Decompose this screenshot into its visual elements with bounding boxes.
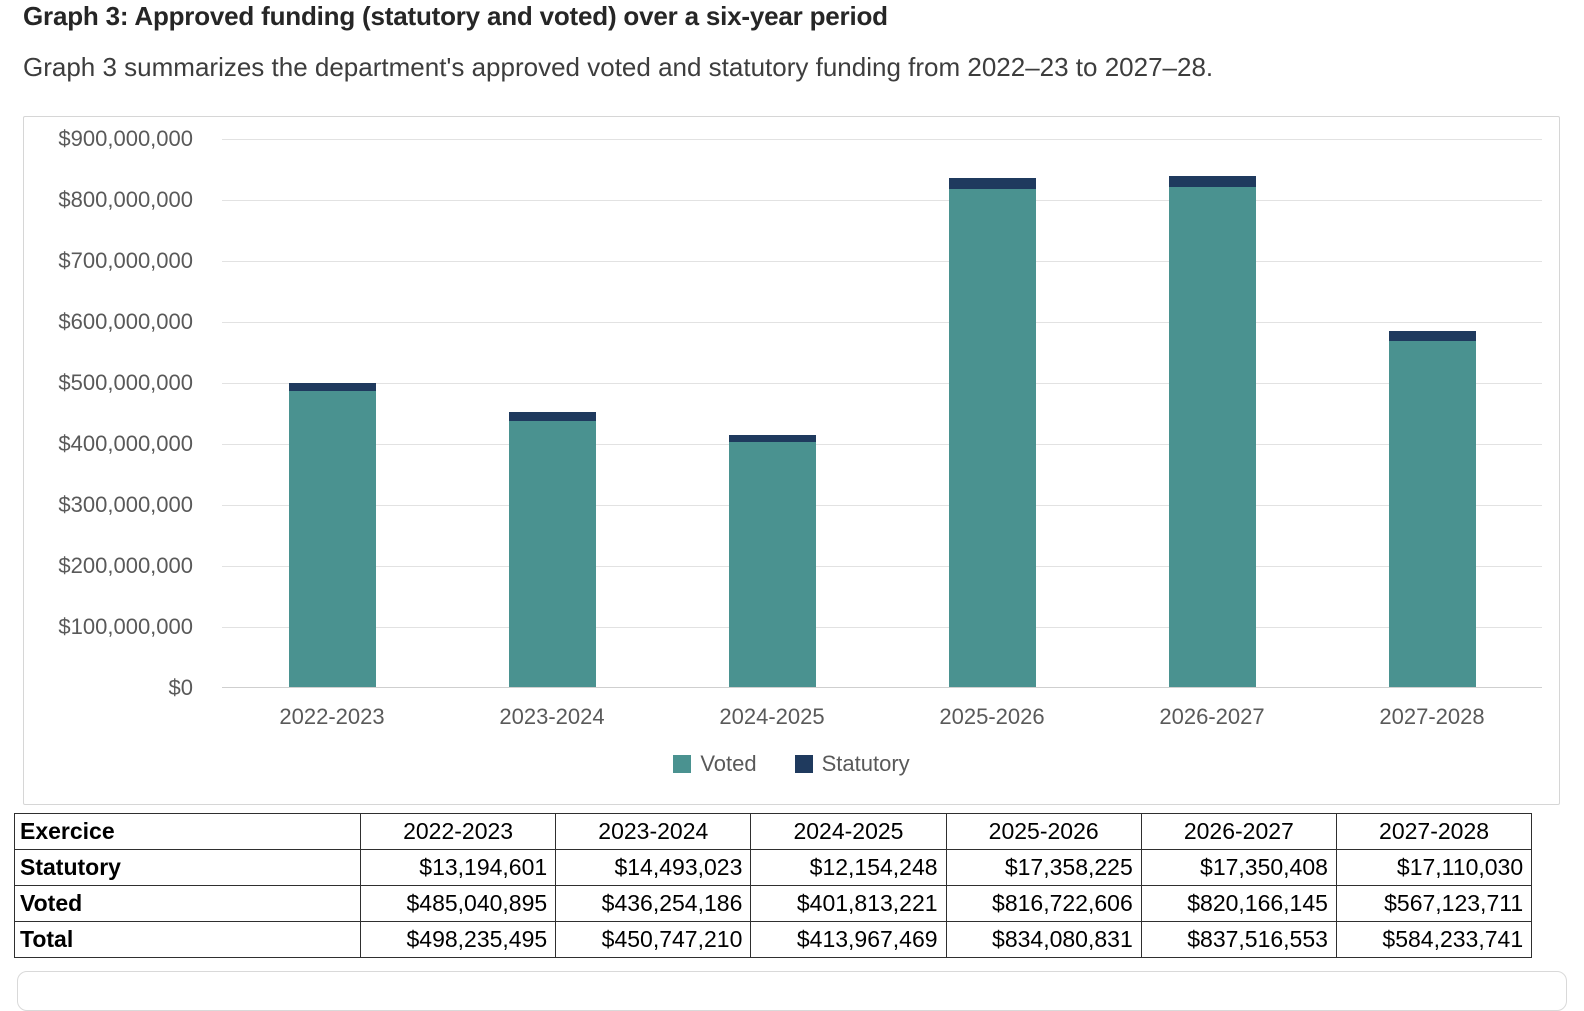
- row-label: Total: [14, 921, 361, 958]
- bar-segment-voted-2025-2026: [948, 188, 1036, 687]
- chart-legend: Voted Statutory: [24, 751, 1559, 777]
- y-tick-label: $300,000,000: [58, 492, 193, 517]
- table-cell: $17,110,030: [1335, 849, 1533, 886]
- bar-segment-statutory-2024-2025: [728, 434, 816, 442]
- legend-label-statutory: Statutory: [821, 751, 910, 776]
- legend-swatch-voted-icon: [673, 755, 692, 773]
- y-tick-label: $0: [168, 675, 193, 700]
- table-header-row: Exercice 2022-2023 2023-2024 2024-2025 2025-…: [14, 813, 1533, 850]
- funding-chart-card: $0 $100,000,000 $200,000,000 $300,000,000 $4…: [23, 116, 1560, 805]
- y-tick-label: $100,000,000: [58, 614, 193, 639]
- table-cell: $485,040,895: [359, 885, 557, 922]
- table-row-voted: Voted $485,040,895 $436,254,186 $401,813,22…: [14, 885, 1533, 922]
- next-section-border: [17, 971, 1567, 1011]
- table-header-year: 2022-2023: [359, 813, 557, 850]
- gridline: [222, 383, 1542, 384]
- gridline: [222, 444, 1542, 445]
- bar-segment-voted-2024-2025: [728, 441, 816, 687]
- gridline: [222, 139, 1542, 140]
- gridline: [222, 505, 1542, 506]
- legend-item-statutory: Statutory: [794, 751, 910, 777]
- gridline: [222, 200, 1542, 201]
- table-cell: $401,813,221: [750, 885, 947, 922]
- gridline: [222, 566, 1542, 567]
- y-tick-label: $400,000,000: [58, 431, 193, 456]
- x-tick-label: 2023-2024: [499, 704, 605, 729]
- bar-segment-statutory-2026-2027: [1168, 176, 1256, 187]
- table-cell: $584,233,741: [1335, 921, 1533, 958]
- y-tick-label: $900,000,000: [58, 126, 193, 151]
- y-tick-label: $200,000,000: [58, 553, 193, 578]
- table-cell: $498,235,495: [359, 921, 557, 958]
- table-cell: $567,123,711: [1335, 885, 1533, 922]
- table-row-statutory: Statutory $13,194,601 $14,493,023 $12,154,2…: [14, 849, 1533, 886]
- row-label: Voted: [14, 885, 361, 922]
- x-tick-label: 2026-2027: [1159, 704, 1265, 729]
- bar-segment-voted-2027-2028: [1388, 341, 1476, 687]
- legend-label-voted: Voted: [700, 751, 757, 776]
- table-cell: $450,747,210: [555, 921, 752, 958]
- table-cell: $17,358,225: [945, 849, 1142, 886]
- bar-segment-voted-2026-2027: [1168, 186, 1256, 687]
- table-cell: $834,080,831: [945, 921, 1142, 958]
- gridline: [222, 261, 1542, 262]
- y-tick-label: $800,000,000: [58, 187, 193, 212]
- bar-segment-statutory-2025-2026: [948, 178, 1036, 189]
- gridline: [222, 627, 1542, 628]
- x-tick-label: 2027-2028: [1379, 704, 1485, 729]
- chart-plot-area: [222, 139, 1542, 688]
- page-title: Graph 3: Approved funding (statutory and…: [23, 1, 888, 31]
- table-cell: $413,967,469: [750, 921, 947, 958]
- legend-swatch-statutory-icon: [794, 755, 813, 773]
- table-header-year: 2025-2026: [945, 813, 1142, 850]
- table-cell: $12,154,248: [750, 849, 947, 886]
- bar-segment-voted-2023-2024: [508, 420, 596, 687]
- page-subtitle: Graph 3 summarizes the department's appr…: [23, 52, 1214, 82]
- table-cell: $820,166,145: [1140, 885, 1337, 922]
- x-tick-label: 2025-2026: [939, 704, 1045, 729]
- legend-item-voted: Voted: [673, 751, 757, 777]
- table-header-year: 2024-2025: [750, 813, 947, 850]
- table-row-total: Total $498,235,495 $450,747,210 $413,967,46…: [14, 921, 1533, 958]
- table-cell: $13,194,601: [359, 849, 557, 886]
- y-tick-label: $600,000,000: [58, 309, 193, 334]
- gridline: [222, 322, 1542, 323]
- bar-segment-statutory-2027-2028: [1388, 330, 1476, 342]
- bar-segment-statutory-2023-2024: [508, 412, 596, 421]
- table-cell: $436,254,186: [555, 885, 752, 922]
- y-tick-label: $700,000,000: [58, 248, 193, 273]
- y-tick-label: $500,000,000: [58, 370, 193, 395]
- bar-segment-voted-2022-2023: [288, 391, 376, 687]
- table-cell: $816,722,606: [945, 885, 1142, 922]
- table-header-year: 2026-2027: [1140, 813, 1337, 850]
- table-cell: $14,493,023: [555, 849, 752, 886]
- table-header-year: 2027-2028: [1335, 813, 1533, 850]
- table-header-year: 2023-2024: [555, 813, 752, 850]
- funding-table: Exercice 2022-2023 2023-2024 2024-2025 2025-…: [14, 813, 1533, 958]
- table-cell: $17,350,408: [1140, 849, 1337, 886]
- row-label: Statutory: [14, 849, 361, 886]
- table-header-label: Exercice: [14, 813, 361, 850]
- x-tick-label: 2022-2023: [279, 704, 385, 729]
- table-cell: $837,516,553: [1140, 921, 1337, 958]
- x-tick-label: 2024-2025: [719, 704, 825, 729]
- bar-segment-statutory-2022-2023: [288, 383, 376, 392]
